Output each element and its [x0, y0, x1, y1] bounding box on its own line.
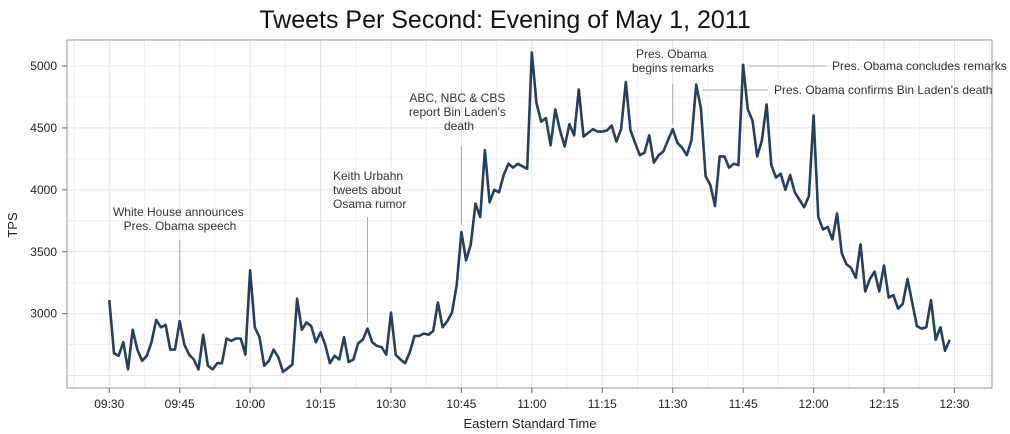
y-tick-label: 3000 — [30, 307, 57, 321]
x-tick-label: 12:30 — [939, 397, 969, 411]
x-tick-label: 10:45 — [446, 397, 476, 411]
annotation-keith-urbahn: Keith Urbahn tweets about Osama rumor — [333, 169, 406, 211]
x-tick-label: 09:45 — [165, 397, 195, 411]
annotation-begins-remarks: Pres. Obama begins remarks — [632, 47, 714, 75]
x-tick-label: 11:00 — [517, 397, 546, 411]
y-tick-label: 4500 — [30, 121, 57, 135]
y-tick-label: 4000 — [30, 183, 57, 197]
grid — [67, 40, 992, 388]
y-axis: 3000 3500 4000 4500 5000 — [30, 59, 67, 321]
y-tick-label: 5000 — [30, 59, 57, 73]
chart-title: Tweets Per Second: Evening of May 1, 201… — [259, 6, 751, 34]
y-axis-label: TPS — [5, 212, 20, 238]
x-tick-label: 10:00 — [235, 397, 265, 411]
annotation-concludes-remarks: Pres. Obama concludes remarks — [832, 59, 1007, 73]
annotation-networks-report: ABC, NBC & CBS report Bin Laden's death — [409, 91, 509, 133]
x-tick-label: 11:45 — [729, 397, 758, 411]
plot-frame — [66, 39, 993, 389]
x-tick-label: 11:30 — [658, 397, 687, 411]
y-tick-label: 3500 — [30, 245, 57, 259]
x-axis-label: Eastern Standard Time — [464, 416, 597, 431]
annotation-confirms-death: Pres. Obama confirms Bin Laden's death — [774, 83, 992, 97]
annotation-white-house: White House announces Pres. Obama speech — [113, 205, 247, 233]
annotation-leaders — [179, 65, 826, 323]
x-tick-label: 10:30 — [376, 397, 406, 411]
x-axis: 09:30 09:45 10:00 10:15 10:30 10:45 11:00 11:15… — [94, 388, 970, 411]
x-tick-label: 10:15 — [306, 397, 336, 411]
x-tick-label: 09:30 — [94, 397, 124, 411]
x-tick-label: 12:15 — [869, 397, 899, 411]
annotations: White House announces Pres. Obama speech… — [113, 47, 1007, 233]
tps-series-line — [108, 51, 951, 374]
x-tick-label: 11:15 — [588, 397, 617, 411]
x-tick-label: 12:00 — [799, 397, 829, 411]
